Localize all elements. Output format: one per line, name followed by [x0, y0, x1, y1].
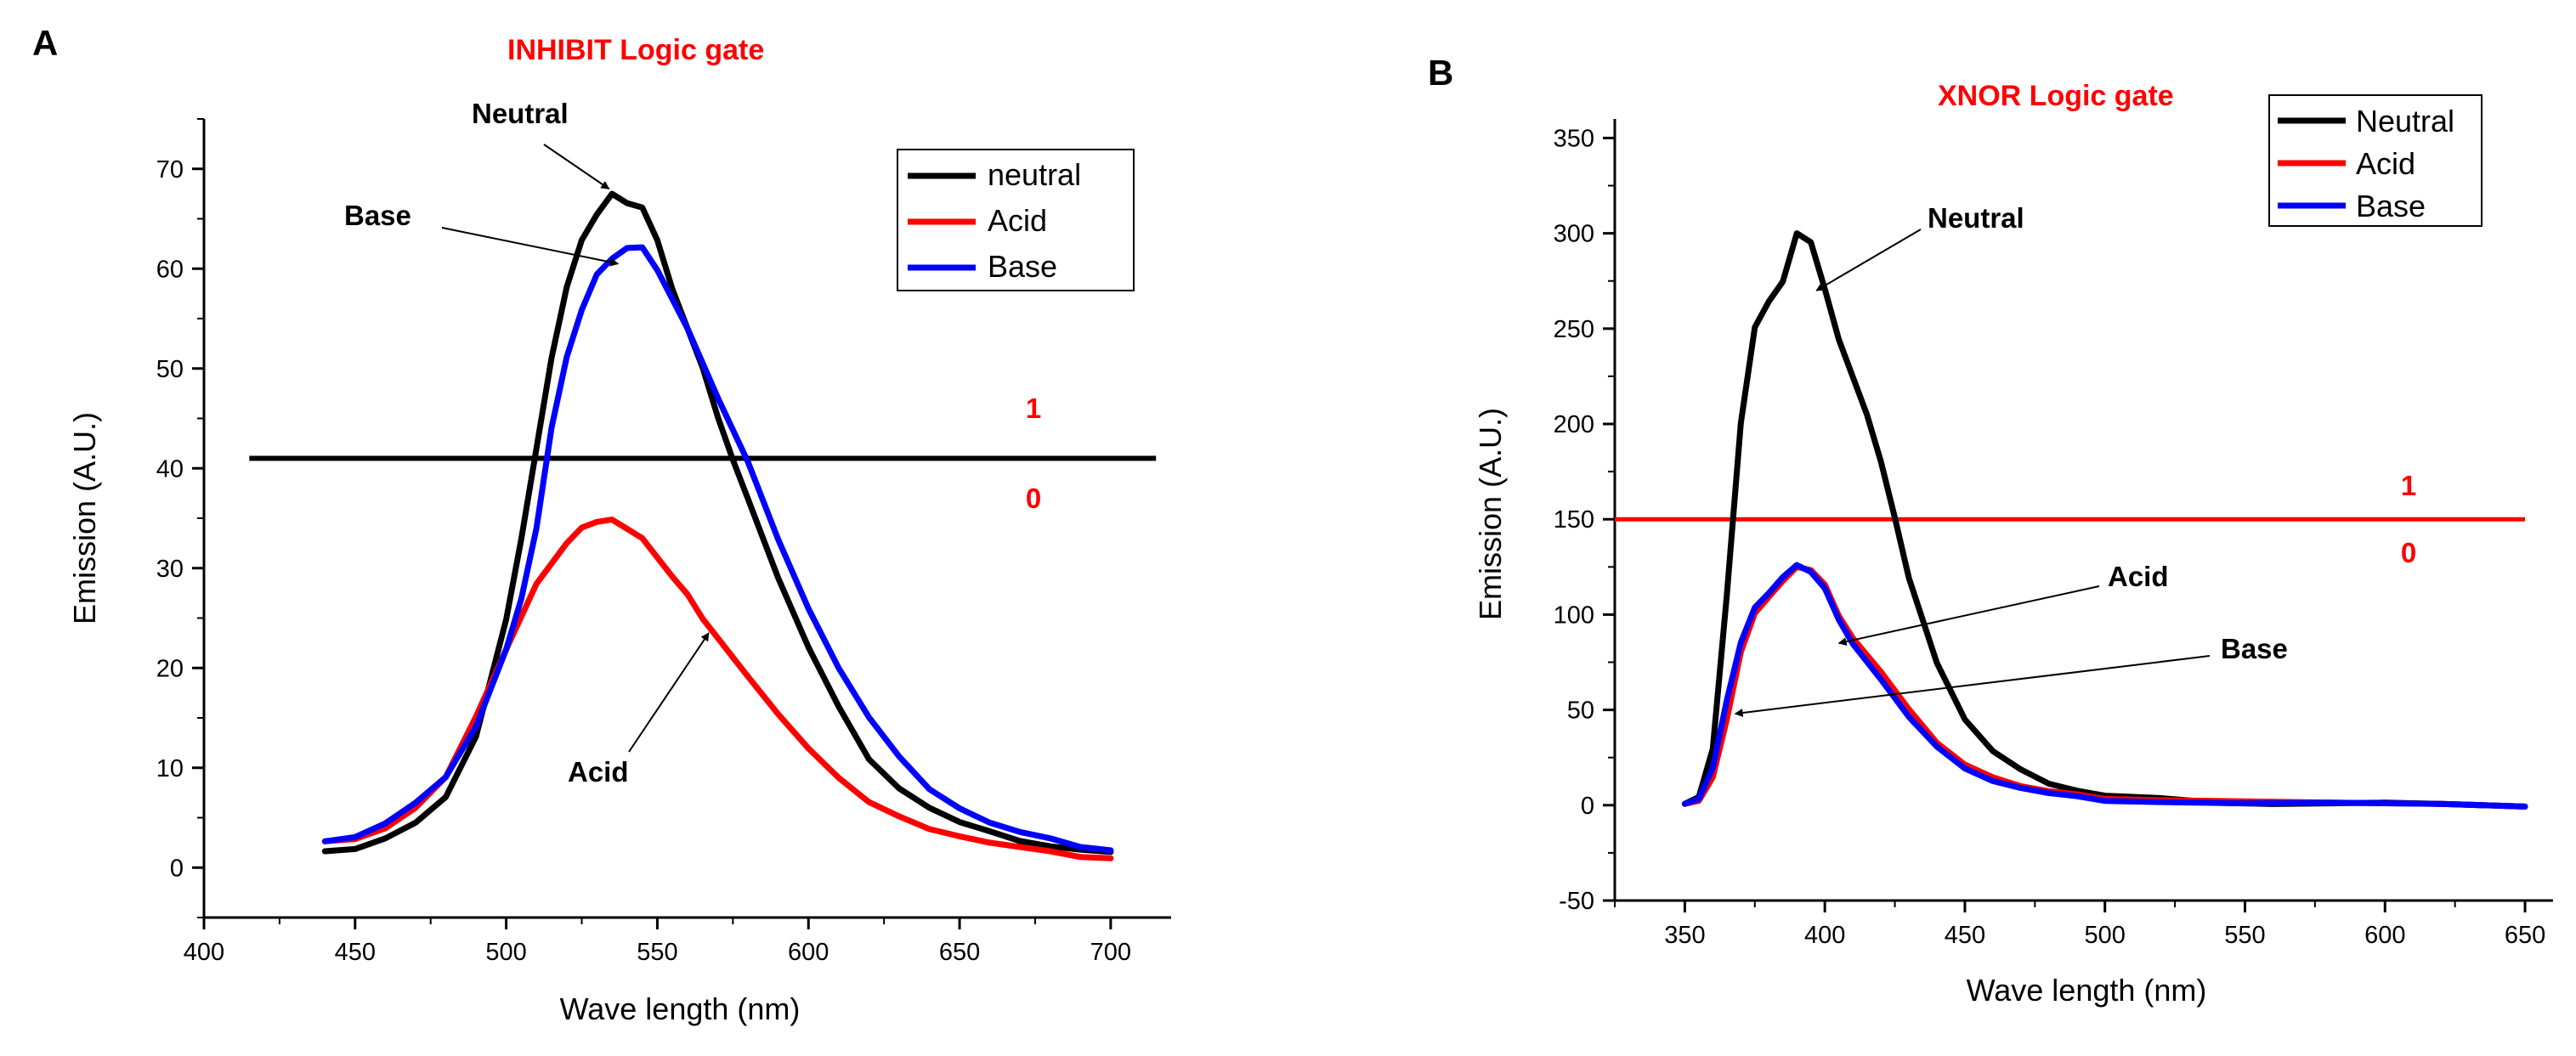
- panel-b-annotation-neutral: Neutral: [1928, 202, 2024, 234]
- panel-b-series-base: [1681, 562, 2528, 810]
- panel-b-x-tick-label: 650: [2505, 922, 2545, 949]
- panel-b-x-tick-label: 600: [2364, 922, 2405, 949]
- panel-a-x-tick-label: 400: [184, 939, 224, 966]
- panel-b-x-axis-title: Wave length (nm): [1967, 973, 2207, 1008]
- panel-a-legend-label-base: Base: [988, 249, 1057, 284]
- panel-a-y-tick-label: 70: [156, 156, 184, 184]
- panel-a-series-base: [321, 244, 1114, 854]
- panel-a-level-1-label: 1: [1026, 392, 1041, 424]
- panel-b-y-tick-label: 50: [1567, 697, 1594, 725]
- panel-b-series-group: [1681, 230, 2528, 810]
- panel-b-annotation-acid: Acid: [2108, 561, 2169, 592]
- panel-a-x-tick-label: 600: [788, 939, 829, 966]
- panel-b-arrow-acid: [1837, 585, 2100, 647]
- panel-b-y-tick-label: 300: [1554, 221, 1594, 248]
- panel-a-annotation-neutral: Neutral: [472, 98, 569, 129]
- panel-a-level-0-label: 0: [1026, 483, 1041, 514]
- panel-b-y-tick-label: -50: [1559, 888, 1594, 915]
- panel-b-x-tick-label: 500: [2085, 922, 2126, 949]
- panel-b-y-axis-title: Emission (A.U.): [1473, 408, 1508, 620]
- panel-b-annotation-base: Base: [2221, 633, 2288, 664]
- panel-b-x-tick-label: 450: [1945, 922, 1985, 949]
- panel-b-y-tick-label: 250: [1554, 316, 1594, 343]
- panel-a-legend: neutral Acid Base: [897, 149, 1135, 291]
- panel-a-y-tick-label: 60: [156, 256, 184, 283]
- panel-b-x-ticks: 350 400 450 500 550 600 650: [1614, 901, 2545, 949]
- panel-b-x-tick-label: 400: [1804, 922, 1845, 949]
- panel-a-legend-label-neutral: neutral: [988, 157, 1081, 192]
- panel-b-y-tick-label: 200: [1554, 411, 1594, 438]
- panel-b-arrow-neutral: [1815, 229, 1922, 291]
- panel-b-legend: Neutral Acid Base: [2268, 94, 2483, 227]
- panel-b-chart: B XNOR Logic gate -50 0 50 100 150 200 250 300 3…: [1428, 53, 2553, 1008]
- panel-b-y-tick-label: 150: [1554, 506, 1594, 534]
- panel-b-title: XNOR Logic gate: [1938, 80, 2174, 112]
- panel-a-y-tick-label: 0: [170, 855, 184, 882]
- panel-a-x-tick-label: 650: [939, 939, 980, 966]
- panel-b-arrow-base: [1734, 655, 2211, 717]
- panel-a-y-tick-label: 30: [156, 556, 184, 583]
- panel-b-y-tick-label: 0: [1581, 793, 1594, 820]
- panel-a-y-tick-label: 50: [156, 356, 184, 383]
- panel-a-y-tick-label: 40: [156, 455, 184, 483]
- panel-a-arrow-base: [441, 227, 620, 267]
- panel-b-legend-label-acid: Acid: [2356, 146, 2415, 181]
- panel-a-series-acid: [321, 517, 1114, 861]
- panel-a-arrow-acid: [628, 632, 710, 753]
- panel-a-x-ticks: 400 450 500 550 600 650 700: [184, 918, 1131, 966]
- panel-b-legend-label-neutral: Neutral: [2356, 104, 2454, 138]
- panel-b-level-1-label: 1: [2401, 470, 2416, 501]
- panel-b-annotation-arrows: [1734, 229, 2211, 717]
- panel-b-level-0-label: 0: [2401, 537, 2416, 568]
- panel-a-x-axis-title: Wave length (nm): [560, 991, 801, 1026]
- panel-a-y-tick-label: 10: [156, 755, 184, 782]
- panel-a-annotation-acid: Acid: [568, 756, 629, 788]
- panel-a-annotation-base: Base: [344, 200, 411, 231]
- panel-a-x-tick-label: 450: [335, 939, 376, 966]
- panel-b-y-tick-label: 100: [1554, 601, 1594, 629]
- panel-a-y-axis-title: Emission (A.U.): [67, 412, 102, 624]
- panel-a-legend-label-acid: Acid: [988, 203, 1047, 238]
- panel-b-y-ticks: -50 0 50 100 150 200 250 300 350: [1554, 125, 1615, 915]
- panel-a-title: INHIBIT Logic gate: [507, 34, 764, 66]
- panel-a-letter: A: [32, 23, 58, 63]
- panel-b-legend-label-base: Base: [2356, 189, 2426, 223]
- panel-a-arrow-neutral: [543, 144, 610, 190]
- panel-b-axes: -50 0 50 100 150 200 250 300 350 350 400 450 500 550…: [1554, 119, 2553, 949]
- panel-a-y-ticks: 0 10 20 30 40 50 60 70: [156, 118, 204, 918]
- panel-a-series-neutral: [321, 190, 1114, 856]
- panel-a-series-group: [321, 190, 1114, 861]
- panel-b-x-tick-label: 350: [1664, 922, 1705, 949]
- panel-a-x-tick-label: 550: [637, 939, 677, 966]
- panel-b-y-tick-label: 350: [1554, 125, 1594, 152]
- panel-b-series-acid: [1681, 563, 2528, 810]
- panel-a-x-tick-label: 700: [1090, 939, 1131, 966]
- panel-b-x-tick-label: 550: [2224, 922, 2265, 949]
- panel-b-letter: B: [1428, 53, 1453, 93]
- panel-a-y-tick-label: 20: [156, 655, 184, 682]
- panel-a-x-tick-label: 500: [485, 939, 526, 966]
- panel-a-annotation-arrows: [441, 144, 710, 753]
